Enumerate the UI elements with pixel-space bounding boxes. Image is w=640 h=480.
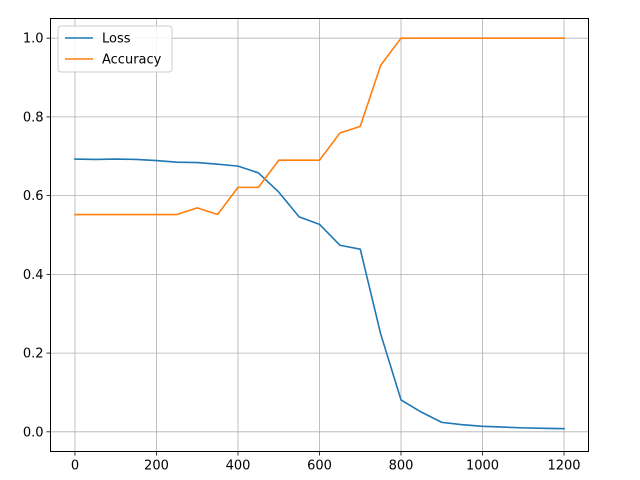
series-line-accuracy [74, 37, 565, 216]
y-tick-label: 0.2 [23, 347, 44, 362]
legend-label-accuracy: Accuracy [102, 53, 162, 68]
y-tick-label: 1.0 [23, 32, 44, 47]
x-tick-label: 1000 [466, 459, 499, 474]
x-axis-ticks: 0 200 400 600 800 1000 1200 [71, 451, 581, 474]
x-tick-label: 1200 [547, 459, 580, 474]
grid [50, 18, 589, 452]
y-axis-ticks: 0.0 0.2 0.4 0.6 0.8 1.0 [23, 32, 51, 440]
legend-label-loss: Loss [102, 32, 131, 47]
series-lines [74, 37, 565, 430]
legend: Loss Accuracy [57, 25, 173, 73]
x-tick-label: 800 [389, 459, 414, 474]
x-tick-label: 0 [71, 459, 79, 474]
y-tick-label: 0.8 [23, 110, 44, 125]
x-tick-label: 400 [226, 459, 251, 474]
x-tick-label: 200 [144, 459, 169, 474]
y-tick-label: 0.6 [23, 189, 44, 204]
x-tick-label: 600 [307, 459, 332, 474]
y-tick-label: 0.4 [23, 268, 44, 283]
y-tick-label: 0.0 [23, 425, 44, 440]
series-line-loss [74, 158, 565, 430]
